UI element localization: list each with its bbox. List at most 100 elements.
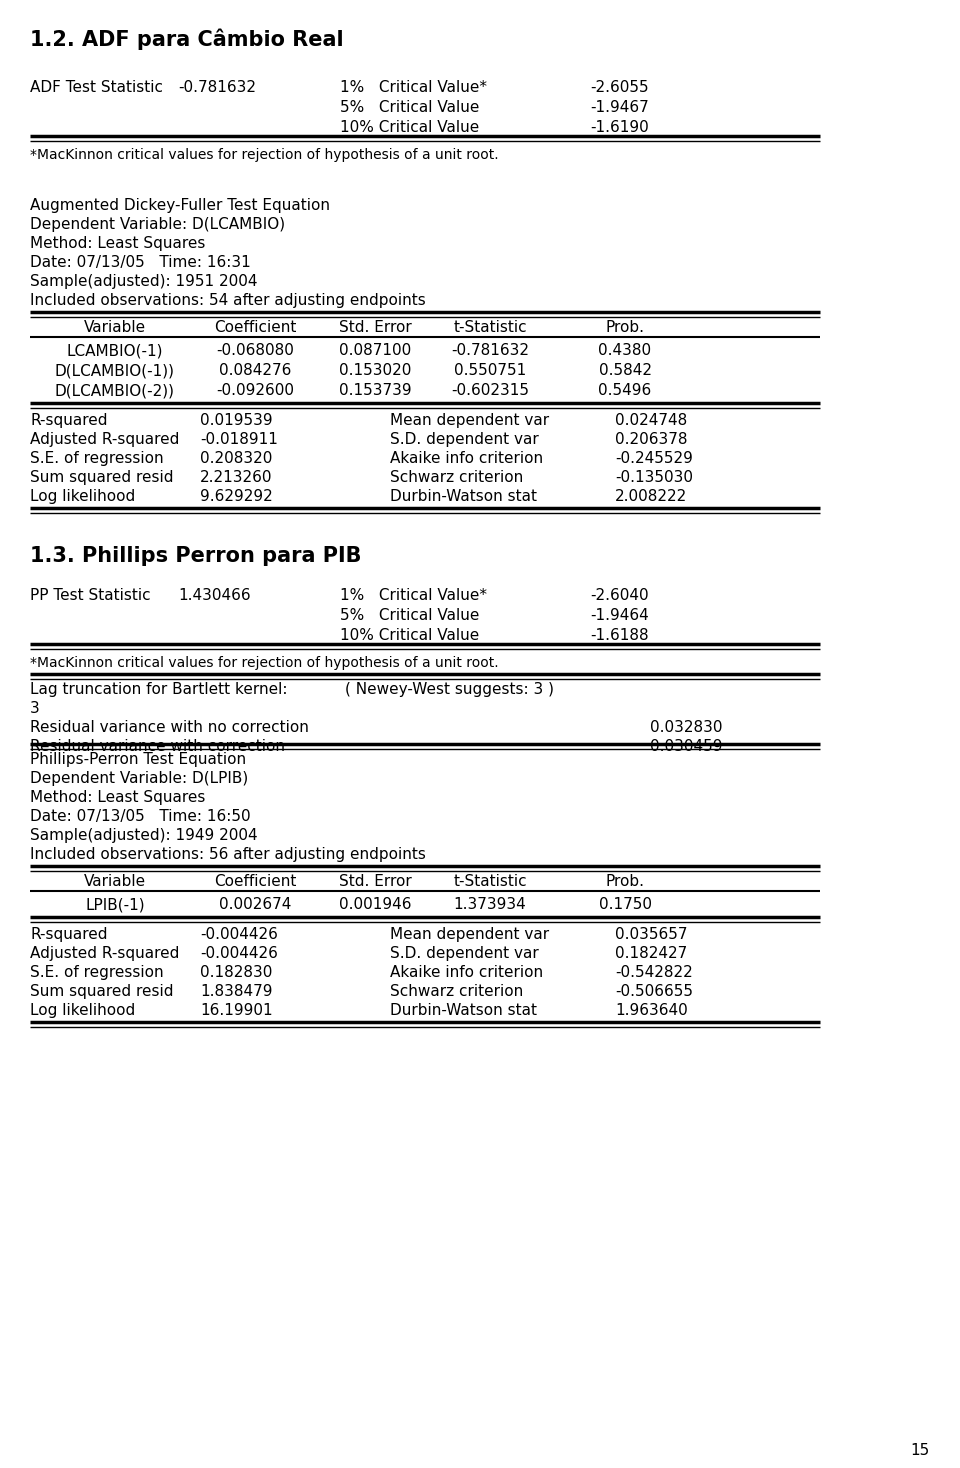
Text: 5%   Critical Value: 5% Critical Value	[340, 100, 479, 115]
Text: -0.781632: -0.781632	[451, 344, 529, 358]
Text: Included observations: 54 after adjusting endpoints: Included observations: 54 after adjustin…	[30, 294, 425, 308]
Text: 0.032830: 0.032830	[650, 719, 723, 735]
Text: Schwarz criterion: Schwarz criterion	[390, 470, 523, 484]
Text: -0.004426: -0.004426	[200, 945, 277, 962]
Text: 0.550751: 0.550751	[454, 363, 526, 377]
Text: S.E. of regression: S.E. of regression	[30, 964, 163, 981]
Text: t-Statistic: t-Statistic	[453, 873, 527, 890]
Text: -0.602315: -0.602315	[451, 383, 529, 398]
Text: -0.781632: -0.781632	[178, 79, 256, 95]
Text: -2.6040: -2.6040	[590, 589, 649, 603]
Text: 1%   Critical Value*: 1% Critical Value*	[340, 589, 487, 603]
Text: -0.135030: -0.135030	[615, 470, 693, 484]
Text: -0.506655: -0.506655	[615, 984, 693, 1000]
Text: S.E. of regression: S.E. of regression	[30, 451, 163, 465]
Text: LCAMBIO(-1): LCAMBIO(-1)	[67, 344, 163, 358]
Text: 16.19901: 16.19901	[200, 1003, 273, 1017]
Text: D(LCAMBIO(-1)): D(LCAMBIO(-1))	[55, 363, 175, 377]
Text: -1.9467: -1.9467	[590, 100, 649, 115]
Text: LPIB(-1): LPIB(-1)	[85, 897, 145, 912]
Text: Adjusted R-squared: Adjusted R-squared	[30, 945, 180, 962]
Text: Sample(adjusted): 1949 2004: Sample(adjusted): 1949 2004	[30, 828, 257, 843]
Text: Akaike info criterion: Akaike info criterion	[390, 964, 543, 981]
Text: S.D. dependent var: S.D. dependent var	[390, 432, 539, 446]
Text: Residual variance with correction: Residual variance with correction	[30, 738, 285, 755]
Text: 1.373934: 1.373934	[454, 897, 526, 912]
Text: Prob.: Prob.	[606, 320, 644, 335]
Text: Included observations: 56 after adjusting endpoints: Included observations: 56 after adjustin…	[30, 847, 426, 862]
Text: 0.5842: 0.5842	[598, 363, 652, 377]
Text: Durbin-Watson stat: Durbin-Watson stat	[390, 489, 537, 504]
Text: 1.838479: 1.838479	[200, 984, 273, 1000]
Text: Method: Least Squares: Method: Least Squares	[30, 236, 205, 251]
Text: Method: Least Squares: Method: Least Squares	[30, 790, 205, 804]
Text: 10% Critical Value: 10% Critical Value	[340, 628, 479, 643]
Text: 0.024748: 0.024748	[615, 413, 687, 429]
Text: 0.208320: 0.208320	[200, 451, 273, 465]
Text: Residual variance with no correction: Residual variance with no correction	[30, 719, 309, 735]
Text: 0.206378: 0.206378	[615, 432, 687, 446]
Text: 0.4380: 0.4380	[598, 344, 652, 358]
Text: -1.6188: -1.6188	[590, 628, 649, 643]
Text: Std. Error: Std. Error	[339, 873, 412, 890]
Text: -0.018911: -0.018911	[200, 432, 277, 446]
Text: 5%   Critical Value: 5% Critical Value	[340, 608, 479, 622]
Text: Variable: Variable	[84, 873, 146, 890]
Text: 0.1750: 0.1750	[598, 897, 652, 912]
Text: 0.084276: 0.084276	[219, 363, 291, 377]
Text: t-Statistic: t-Statistic	[453, 320, 527, 335]
Text: *MacKinnon critical values for rejection of hypothesis of a unit root.: *MacKinnon critical values for rejection…	[30, 148, 498, 161]
Text: -0.068080: -0.068080	[216, 344, 294, 358]
Text: Coefficient: Coefficient	[214, 873, 297, 890]
Text: Log likelihood: Log likelihood	[30, 1003, 135, 1017]
Text: 10% Critical Value: 10% Critical Value	[340, 120, 479, 135]
Text: 1.3. Phillips Perron para PIB: 1.3. Phillips Perron para PIB	[30, 546, 362, 567]
Text: 0.087100: 0.087100	[339, 344, 411, 358]
Text: R-squared: R-squared	[30, 413, 108, 429]
Text: *MacKinnon critical values for rejection of hypothesis of a unit root.: *MacKinnon critical values for rejection…	[30, 656, 498, 669]
Text: ADF Test Statistic: ADF Test Statistic	[30, 79, 163, 95]
Text: ( Newey-West suggests: 3 ): ( Newey-West suggests: 3 )	[345, 683, 554, 697]
Text: 0.035657: 0.035657	[615, 926, 687, 942]
Text: -0.092600: -0.092600	[216, 383, 294, 398]
Text: Prob.: Prob.	[606, 873, 644, 890]
Text: 9.629292: 9.629292	[200, 489, 273, 504]
Text: Durbin-Watson stat: Durbin-Watson stat	[390, 1003, 537, 1017]
Text: -0.004426: -0.004426	[200, 926, 277, 942]
Text: Variable: Variable	[84, 320, 146, 335]
Text: 0.182830: 0.182830	[200, 964, 273, 981]
Text: 0.001946: 0.001946	[339, 897, 411, 912]
Text: Sum squared resid: Sum squared resid	[30, 470, 174, 484]
Text: Std. Error: Std. Error	[339, 320, 412, 335]
Text: 0.002674: 0.002674	[219, 897, 291, 912]
Text: Date: 07/13/05   Time: 16:50: Date: 07/13/05 Time: 16:50	[30, 809, 251, 824]
Text: -0.542822: -0.542822	[615, 964, 693, 981]
Text: 15: 15	[910, 1443, 929, 1458]
Text: -0.245529: -0.245529	[615, 451, 693, 465]
Text: Dependent Variable: D(LPIB): Dependent Variable: D(LPIB)	[30, 771, 249, 785]
Text: -2.6055: -2.6055	[590, 79, 649, 95]
Text: -1.9464: -1.9464	[590, 608, 649, 622]
Text: Log likelihood: Log likelihood	[30, 489, 135, 504]
Text: 1%   Critical Value*: 1% Critical Value*	[340, 79, 487, 95]
Text: 0.5496: 0.5496	[598, 383, 652, 398]
Text: Mean dependent var: Mean dependent var	[390, 926, 549, 942]
Text: Dependent Variable: D(LCAMBIO): Dependent Variable: D(LCAMBIO)	[30, 217, 285, 232]
Text: Schwarz criterion: Schwarz criterion	[390, 984, 523, 1000]
Text: -1.6190: -1.6190	[590, 120, 649, 135]
Text: Mean dependent var: Mean dependent var	[390, 413, 549, 429]
Text: S.D. dependent var: S.D. dependent var	[390, 945, 539, 962]
Text: 0.019539: 0.019539	[200, 413, 273, 429]
Text: PP Test Statistic: PP Test Statistic	[30, 589, 151, 603]
Text: Augmented Dickey-Fuller Test Equation: Augmented Dickey-Fuller Test Equation	[30, 198, 330, 213]
Text: Date: 07/13/05   Time: 16:31: Date: 07/13/05 Time: 16:31	[30, 255, 251, 270]
Text: Adjusted R-squared: Adjusted R-squared	[30, 432, 180, 446]
Text: R-squared: R-squared	[30, 926, 108, 942]
Text: 0.153020: 0.153020	[339, 363, 411, 377]
Text: Lag truncation for Bartlett kernel:: Lag truncation for Bartlett kernel:	[30, 683, 287, 697]
Text: Phillips-Perron Test Equation: Phillips-Perron Test Equation	[30, 752, 246, 766]
Text: 0.182427: 0.182427	[615, 945, 687, 962]
Text: Sample(adjusted): 1951 2004: Sample(adjusted): 1951 2004	[30, 275, 257, 289]
Text: 0.153739: 0.153739	[339, 383, 411, 398]
Text: 1.430466: 1.430466	[178, 589, 251, 603]
